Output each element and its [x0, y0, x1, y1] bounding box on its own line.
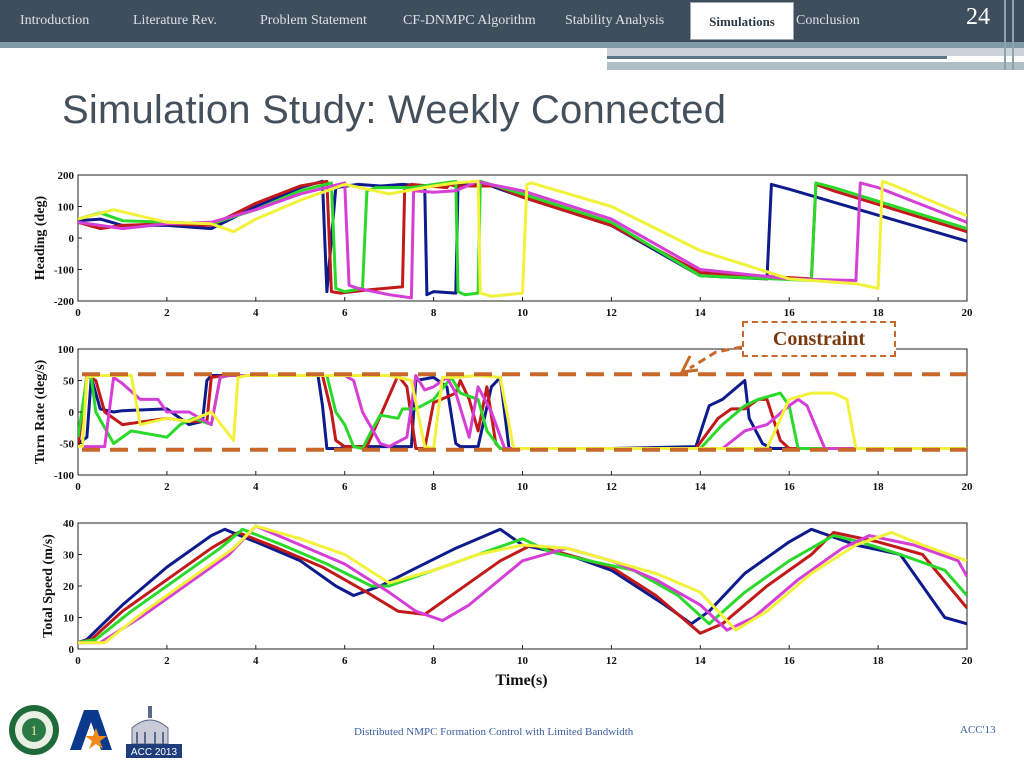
x-tick-label: 2	[164, 481, 170, 493]
x-tick-label: 10	[517, 655, 529, 667]
x-axis-label: Time(s)	[495, 672, 547, 689]
y-axis-label: Turn Rate (deg/s)	[33, 359, 48, 464]
x-tick-label: 8	[431, 655, 437, 667]
nav-item-cf-dnmpc-algorithm[interactable]: CF-DNMPC Algorithm	[403, 13, 536, 28]
series-group	[78, 524, 967, 645]
x-tick-label: 4	[253, 655, 259, 667]
x-tick-label: 4	[253, 481, 259, 493]
y-tick-label: 0	[69, 233, 75, 245]
x-tick-label: 6	[342, 655, 348, 667]
x-tick-label: 20	[962, 655, 974, 667]
plot-frame	[77, 348, 968, 476]
x-tick-label: 18	[873, 307, 885, 319]
chart-panel-2: 0 2 4 6 8 10 12 14 16 18 20 40 30 20 10 0 Total Speed (m…	[41, 518, 973, 689]
x-tick-label: 12	[606, 655, 618, 667]
footer-logos: 1 ACC 2013	[9, 705, 182, 758]
series-line-4	[78, 374, 967, 450]
series-line-3	[78, 524, 967, 645]
nav-item-introduction[interactable]: Introduction	[20, 13, 90, 28]
university-seal-icon: 1	[9, 705, 59, 755]
x-tick-label: 16	[784, 655, 796, 667]
nav-item-problem-statement[interactable]: Problem Statement	[260, 13, 367, 28]
y-tick-label: -50	[59, 439, 74, 451]
header-stripe-mid	[607, 62, 1024, 70]
footer-conference: ACC'13	[960, 724, 996, 736]
x-tick-label: 4	[253, 307, 259, 319]
ut-arlington-logo-icon	[70, 710, 112, 750]
y-tick-label: -100	[54, 470, 75, 482]
x-tick-label: 6	[342, 481, 348, 493]
series-line-4	[78, 524, 967, 645]
y-tick-label: 40	[63, 518, 75, 530]
x-tick-label: 18	[873, 655, 885, 667]
series-line-0	[78, 527, 967, 645]
y-axis-label: Heading (deg)	[33, 195, 48, 280]
x-tick-label: 18	[873, 481, 885, 493]
footer-text: Distributed NMPC Formation Control with …	[354, 726, 634, 738]
nav-item-literature-review[interactable]: Literature Rev.	[133, 13, 217, 28]
x-tick-label: 10	[517, 481, 529, 493]
x-tick-label: 0	[75, 481, 81, 493]
y-tick-label: 100	[58, 202, 75, 214]
x-tick-label: 20	[962, 481, 974, 493]
y-tick-label: -100	[54, 265, 75, 277]
x-tick-label: 0	[75, 307, 81, 319]
chart-panel-0: 0 2 4 6 8 10 12 14 16 18 20 200 100 0 -100 -200 Heading …	[33, 170, 973, 319]
y-axis-label: Total Speed (m/s)	[41, 534, 56, 638]
series-line-2	[78, 527, 967, 645]
x-tick-label: 6	[342, 307, 348, 319]
header-stripe	[0, 42, 1024, 48]
svg-text:1: 1	[31, 724, 38, 739]
nav-bar: Introduction Literature Rev. Problem Sta…	[0, 0, 1024, 42]
x-tick-label: 12	[606, 307, 618, 319]
x-tick-label: 14	[695, 307, 707, 319]
plot-frame	[77, 522, 968, 650]
chart-panel-1: 0 2 4 6 8 10 12 14 16 18 20 100 50 0 -50 -100 Turn Rate …	[33, 344, 973, 493]
x-tick-label: 14	[695, 481, 707, 493]
header-vline-1	[1004, 0, 1006, 70]
constraint-arrow-icon	[679, 345, 743, 374]
series-group	[78, 179, 967, 300]
x-tick-label: 16	[784, 307, 796, 319]
slide-number: 24	[966, 4, 990, 30]
x-tick-label: 2	[164, 307, 170, 319]
y-tick-label: 0	[69, 407, 75, 419]
header-stripe-dark	[607, 56, 947, 59]
constraint-arrow-shaft	[689, 345, 743, 370]
y-tick-label: 30	[63, 550, 75, 562]
x-tick-label: 8	[431, 307, 437, 319]
header-stripe-light	[607, 48, 1024, 56]
y-tick-label: 20	[63, 581, 75, 593]
nav-item-simulations[interactable]: Simulations	[690, 2, 794, 40]
x-tick-label: 20	[962, 307, 974, 319]
y-tick-label: -200	[54, 296, 75, 308]
y-tick-label: 50	[63, 376, 75, 388]
header-vline-2	[1012, 0, 1014, 70]
constraint-label: Constraint	[742, 321, 896, 357]
x-tick-label: 14	[695, 655, 707, 667]
acc2013-logo-text: ACC 2013	[131, 747, 178, 758]
series-line-2	[78, 374, 967, 450]
y-tick-label: 100	[58, 344, 75, 356]
constraint-arrow-head	[679, 355, 699, 374]
series-line-0	[78, 374, 967, 452]
x-tick-label: 16	[784, 481, 796, 493]
nav-item-stability-analysis[interactable]: Stability Analysis	[565, 13, 665, 28]
acc2013-logo-icon: ACC 2013	[126, 706, 182, 758]
y-tick-label: 10	[63, 613, 75, 625]
y-tick-label: 200	[58, 170, 75, 182]
series-line-1	[78, 531, 967, 645]
x-tick-label: 12	[606, 481, 618, 493]
nav-item-conclusion[interactable]: Conclusion	[796, 13, 860, 28]
x-tick-label: 0	[75, 655, 81, 667]
x-tick-label: 10	[517, 307, 529, 319]
slide-title: Simulation Study: Weekly Connected	[62, 88, 727, 132]
x-tick-label: 2	[164, 655, 170, 667]
series-line-4	[78, 179, 967, 298]
y-tick-label: 0	[69, 644, 75, 656]
x-tick-label: 8	[431, 481, 437, 493]
